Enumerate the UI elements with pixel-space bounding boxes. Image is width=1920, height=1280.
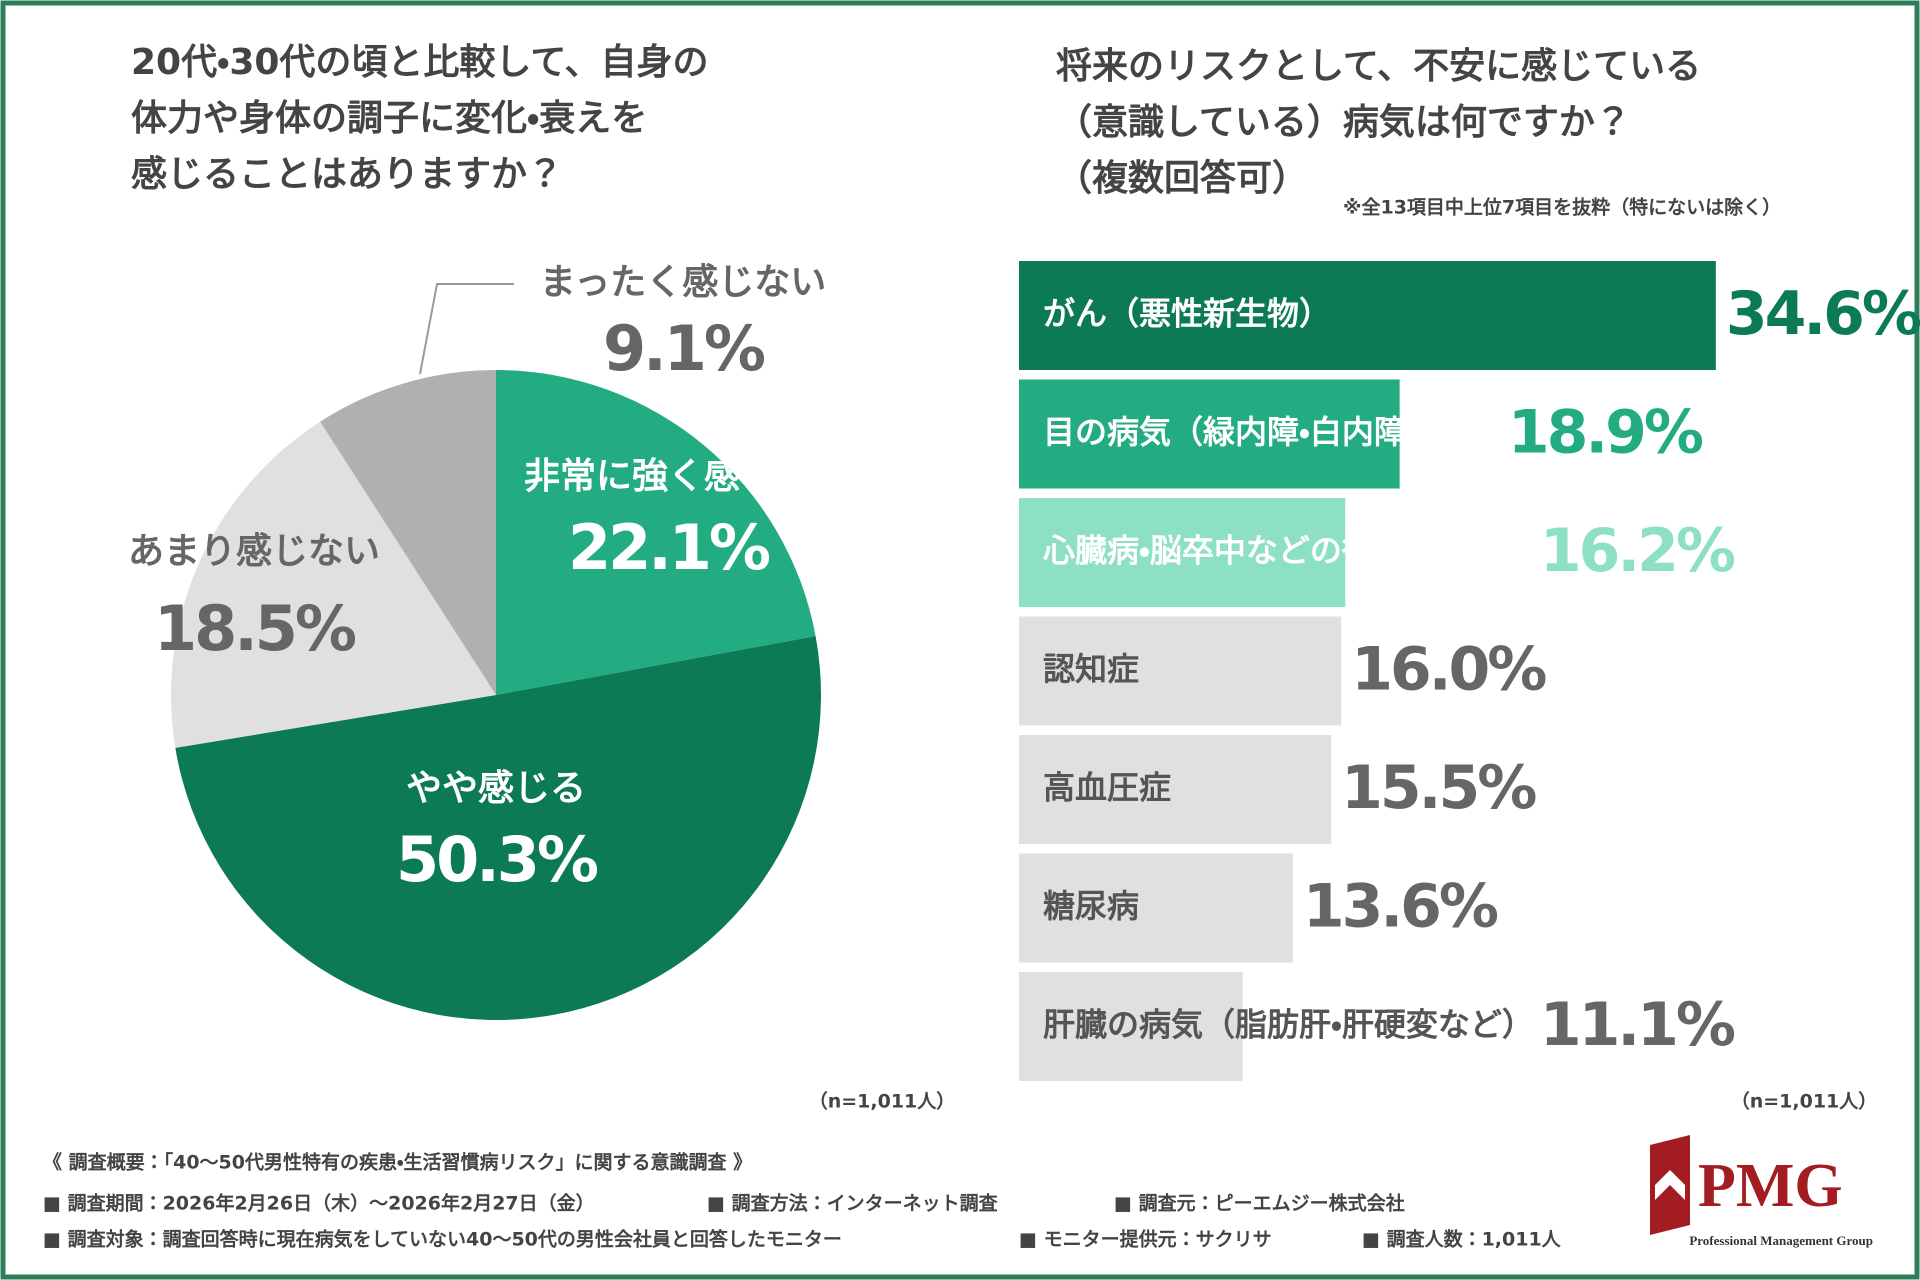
bar-value: 15.5% — [1341, 753, 1536, 823]
logo-name: PMG — [1698, 1152, 1843, 1220]
pie-note: （n=1,011人） — [809, 1090, 956, 1113]
footer-item: ■ モニター提供元：サクリサ — [1019, 1228, 1272, 1251]
slice-label: 非常に強く感じる — [524, 456, 812, 497]
pie-slice — [496, 370, 816, 695]
bar-value: 16.0% — [1351, 635, 1546, 705]
bar — [1019, 972, 1243, 1081]
logo-tagline: Professional Management Group — [1689, 1233, 1873, 1248]
logo: PMG Professional Management Group — [1650, 1135, 1873, 1248]
bar-label: 糖尿病 — [1043, 887, 1139, 925]
footer-item: ■ 調査対象：調査回答時に現在病気をしていない40～50代の男性会社員と回答した… — [43, 1228, 842, 1251]
slice-label: まったく感じない — [540, 262, 827, 303]
chart-title: 将来のリスクとして、不安に感じている — [1056, 46, 1701, 87]
bar-value: 11.1% — [1540, 990, 1735, 1060]
slice-label: やや感じる — [406, 768, 586, 809]
chart-title: （意識している）病気は何ですか？ — [1056, 102, 1631, 143]
bar — [1019, 735, 1332, 844]
pie-slice — [320, 370, 496, 695]
slice-value: 18.5% — [154, 592, 356, 665]
bar-value: 18.9% — [1508, 398, 1703, 468]
footer-item: ■ 調査人数：1,011人 — [1362, 1228, 1562, 1251]
chart-title: 20代・30代の頃と比較して、自身の — [131, 42, 709, 83]
pie-slice — [175, 636, 822, 1021]
bar-label: 心臓病・脳卒中などの循環器系疾患 — [1043, 532, 1534, 570]
slice-value: 50.3% — [396, 823, 598, 896]
chart-title: 体力や身体の調子に変化・衰えを — [131, 98, 647, 139]
bar-label: がん（悪性新生物） — [1043, 295, 1331, 333]
bar-note: （n=1,011人） — [1731, 1090, 1878, 1113]
bar-value: 13.6% — [1303, 872, 1498, 942]
bar — [1019, 616, 1342, 726]
footer-summary: 《 調査概要：「40～50代男性特有の疾患・生活習慣病リスク」に関する意識調査 … — [43, 1151, 752, 1174]
bar — [1019, 379, 1400, 489]
pie-slice — [171, 421, 496, 748]
bar — [1019, 261, 1716, 370]
logo-mark-cut — [1655, 1170, 1685, 1200]
bar — [1019, 853, 1293, 963]
chart-title: （複数回答可） — [1056, 157, 1308, 199]
bar-label: 目の病気（緑内障・白内障など） — [1043, 413, 1502, 451]
bar — [1019, 498, 1346, 607]
bar-label: 高血圧症 — [1043, 769, 1171, 807]
footer-item: ■ 調査方法：インターネット調査 — [707, 1192, 999, 1215]
slice-label: あまり感じない — [128, 531, 380, 572]
bar-value: 34.6% — [1726, 279, 1920, 349]
slice-value: 9.1% — [603, 312, 765, 385]
bar-value: 16.2% — [1540, 516, 1735, 586]
chart-subtitle: ※全13項目中上位7項目を抜粋（特にないは除く） — [1343, 196, 1781, 219]
slice-value: 22.1% — [568, 511, 770, 584]
footer-item: ■ 調査期間：2026年2月26日（木）～2026年2月27日（金） — [43, 1192, 595, 1215]
bar-label: 肝臓の病気（脂肪肝・肝硬変など） — [1043, 1006, 1534, 1044]
bar-label: 認知症 — [1043, 650, 1139, 688]
leader-line — [419, 283, 514, 375]
chart-title: 感じることはありますか？ — [131, 154, 563, 195]
footer-item: ■ 調査元：ピーエムジー株式会社 — [1114, 1192, 1405, 1215]
